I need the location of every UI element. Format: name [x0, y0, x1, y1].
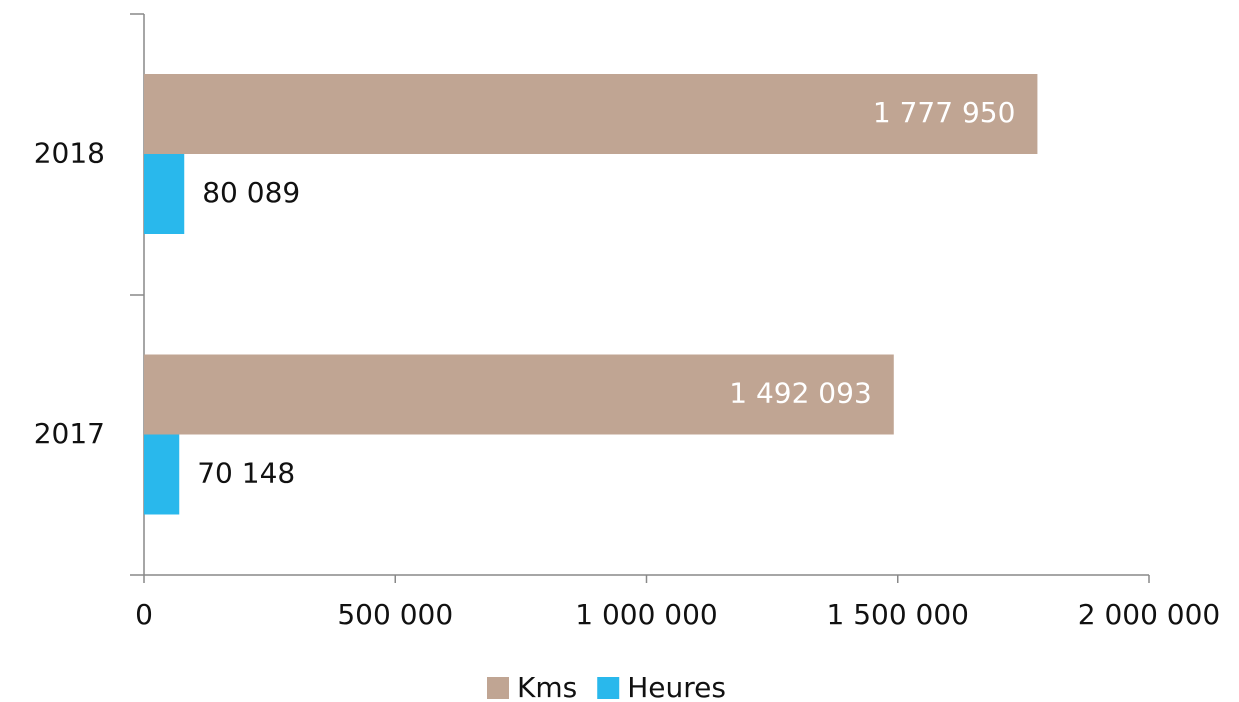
- bar: [144, 434, 180, 515]
- x-tick-label: 1 000 000: [575, 598, 718, 631]
- legend-label: Heures: [627, 671, 726, 702]
- category-label: 2017: [34, 417, 105, 450]
- x-tick-label: 500 000: [337, 598, 453, 631]
- legend-swatch: [487, 677, 509, 699]
- bar: [144, 354, 894, 435]
- legend-swatch: [597, 677, 620, 699]
- value-label: 80 089: [202, 176, 300, 209]
- bar: [144, 154, 185, 234]
- legend-label: Kms: [517, 671, 577, 702]
- bar: [144, 74, 1038, 154]
- x-tick-label: 2 000 000: [1078, 598, 1221, 631]
- value-label: 70 148: [197, 457, 295, 490]
- value-label: 1 492 093: [729, 377, 872, 410]
- x-tick-label: 0: [135, 598, 153, 631]
- x-tick-label: 1 500 000: [826, 598, 969, 631]
- value-label: 1 777 950: [873, 96, 1016, 129]
- category-label: 2018: [34, 136, 105, 169]
